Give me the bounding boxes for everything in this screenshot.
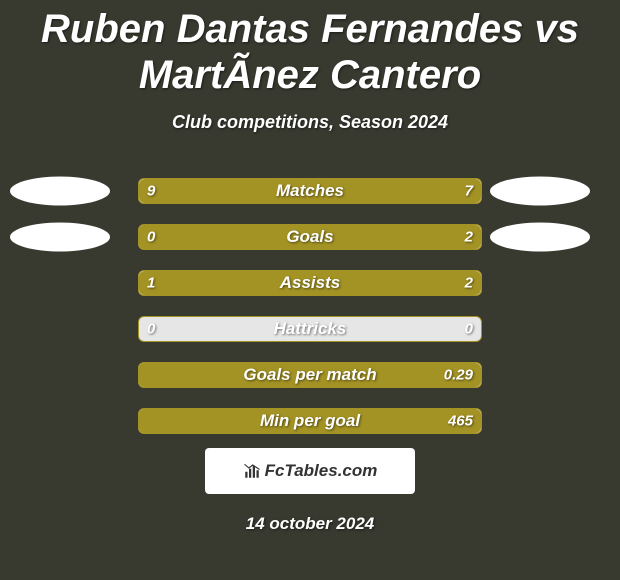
stat-bar-track: Min per goal465 xyxy=(138,408,482,434)
stat-bar-track: Matches97 xyxy=(138,178,482,204)
stat-bar-right-fill xyxy=(139,409,481,433)
stat-bar-right-fill xyxy=(139,225,481,249)
stat-row: Hattricks0 0 xyxy=(0,306,620,352)
chart-bars-icon xyxy=(243,462,261,480)
stat-bar-track: Assists12 xyxy=(138,270,482,296)
watermark-label: FcTables.com xyxy=(265,461,378,481)
team-badge-right xyxy=(490,223,590,252)
stat-bar-right-fill xyxy=(139,363,481,387)
stat-row: Matches97 xyxy=(0,168,620,214)
stats-area: Matches97Goals02Assists12Hattricks00Goal… xyxy=(0,168,620,444)
date-text: 14 october 2024 xyxy=(0,514,620,534)
stat-row: Assists12 xyxy=(0,260,620,306)
team-badge-right xyxy=(490,177,590,206)
page-title: Ruben Dantas Fernandes vs MartÃnez Cante… xyxy=(0,0,620,98)
stat-value-right: 2 xyxy=(465,229,473,246)
stat-value-left: 0 xyxy=(147,321,155,338)
team-badge-left xyxy=(10,223,110,252)
stat-bar-right-fill xyxy=(331,179,481,203)
stat-row: Min per goal465 xyxy=(0,398,620,444)
stat-bar-right-fill xyxy=(252,271,481,295)
stat-bar-left-fill xyxy=(139,179,331,203)
stat-row: Goals per match0.29 xyxy=(0,352,620,398)
stat-value-right: 2 xyxy=(465,275,473,292)
stat-bar-track: Hattricks0 0 xyxy=(138,316,482,342)
stat-value-right: 7 xyxy=(465,183,473,200)
watermark-box: FcTables.com xyxy=(205,448,415,494)
stat-value-left: 9 xyxy=(147,183,155,200)
stat-value-right: 465 xyxy=(448,413,473,430)
watermark-text: FcTables.com xyxy=(243,461,378,481)
stat-row: Goals02 xyxy=(0,214,620,260)
stat-value-left: 0 xyxy=(147,229,155,246)
team-badge-left xyxy=(10,177,110,206)
comparison-infographic: Ruben Dantas Fernandes vs MartÃnez Cante… xyxy=(0,0,620,580)
stat-bar-track: Goals02 xyxy=(138,224,482,250)
stat-value-right: 0 xyxy=(465,321,473,338)
stat-label: Hattricks xyxy=(139,319,481,339)
subtitle: Club competitions, Season 2024 xyxy=(0,112,620,133)
stat-value-right: 0.29 xyxy=(444,367,473,384)
stat-bar-track: Goals per match0.29 xyxy=(138,362,482,388)
stat-bar-left-fill xyxy=(139,271,252,295)
stat-value-left: 1 xyxy=(147,275,155,292)
